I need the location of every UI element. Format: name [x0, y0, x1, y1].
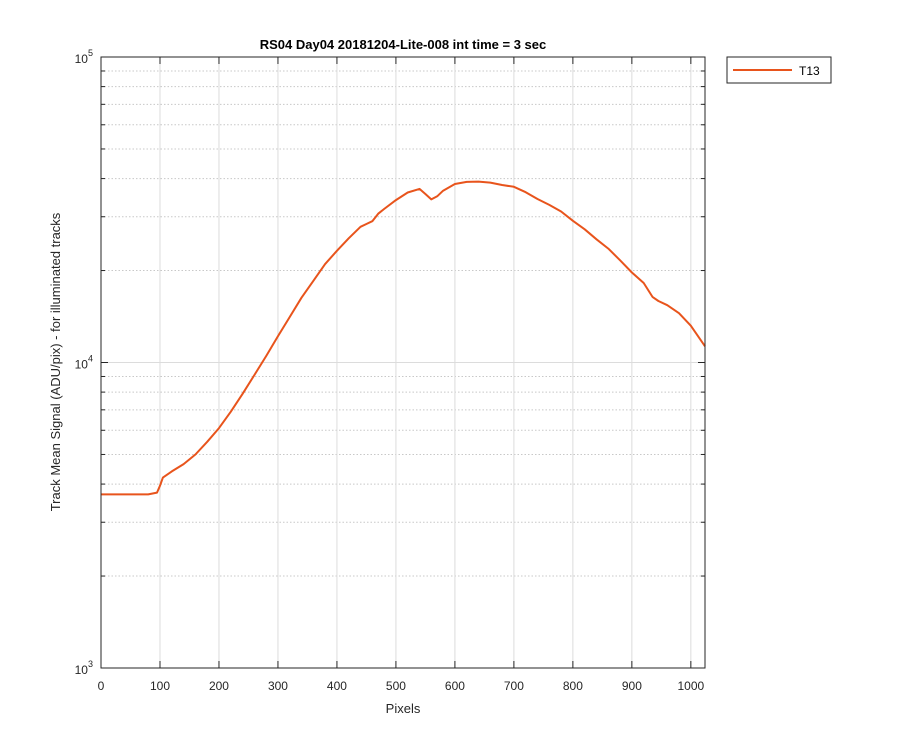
x-tick-label: 800	[563, 679, 583, 693]
grid	[100, 56, 705, 669]
y-tick-label: 104	[75, 354, 93, 372]
x-tick-label: 500	[386, 679, 406, 693]
legend[interactable]: T13	[726, 56, 832, 84]
ticks: 103 104 105 0 100 200 300 400 500 600 700 800 900 100…	[75, 48, 705, 693]
y-axis-label: Track Mean Signal (ADU/pix) - for illumi…	[48, 212, 63, 511]
x-tick-label: 200	[209, 679, 229, 693]
legend-label-t13: T13	[799, 64, 820, 78]
y-tick-label: 105	[75, 48, 93, 66]
x-tick-label: 0	[98, 679, 105, 693]
chart-title: RS04 Day04 20181204-Lite-008 int time = …	[260, 37, 547, 52]
x-tick-label: 600	[445, 679, 465, 693]
series-layer	[101, 180, 706, 496]
x-tick-label: 700	[504, 679, 524, 693]
x-tick-label: 400	[327, 679, 347, 693]
x-tick-label: 100	[150, 679, 170, 693]
series-line-t13	[101, 180, 706, 496]
x-tick-label: 1000	[677, 679, 704, 693]
x-tick-label: 300	[268, 679, 288, 693]
x-tick-label: 900	[622, 679, 642, 693]
x-axis-label: Pixels	[386, 701, 421, 716]
y-tick-label: 103	[75, 659, 93, 677]
